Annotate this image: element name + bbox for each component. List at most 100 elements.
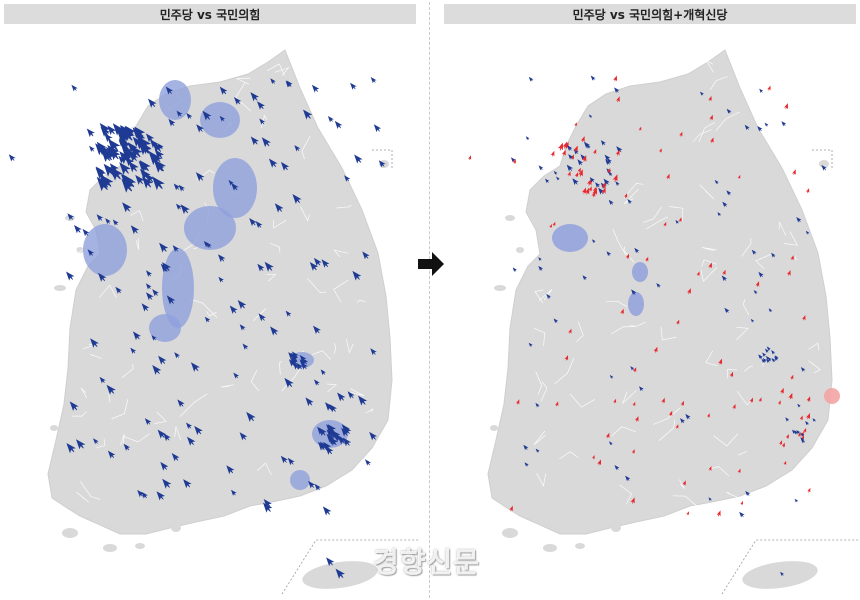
- arrow-icon: [608, 199, 614, 206]
- district-border: [365, 408, 374, 414]
- arrow-icon: [239, 432, 248, 441]
- arrow-icon: [163, 433, 171, 442]
- district-border: [710, 76, 728, 91]
- arrow-icon: [107, 450, 116, 459]
- land: [487, 49, 833, 589]
- arrow-icon: [127, 142, 136, 152]
- arrow-icon: [335, 568, 345, 579]
- arrow-icon: [145, 283, 152, 290]
- arrow-icon: [98, 144, 109, 156]
- arrow-icon: [119, 162, 131, 175]
- district-border: [250, 369, 260, 392]
- arrow-layer: [8, 77, 386, 579]
- arrow-icon: [327, 116, 334, 123]
- district-border: [74, 157, 84, 162]
- district-highlight: [83, 224, 127, 276]
- arrow-icon: [582, 275, 588, 281]
- arrow-icon: [149, 139, 159, 149]
- district-highlight: [159, 80, 191, 120]
- arrow-icon: [625, 253, 630, 259]
- arrow-icon: [105, 218, 111, 225]
- arrow-icon: [96, 214, 104, 222]
- arrow-icon: [257, 263, 265, 272]
- arrow-icon: [567, 145, 573, 152]
- arrow-icon: [137, 489, 145, 498]
- district-border: [814, 447, 827, 465]
- arrow-icon: [706, 413, 710, 418]
- arrow-icon: [668, 410, 673, 417]
- arrow-icon: [768, 308, 773, 313]
- district-border: [596, 76, 612, 90]
- district-border: [333, 342, 337, 354]
- arrow-icon: [781, 121, 787, 127]
- arrow-icon: [352, 270, 362, 281]
- panel-left: 민주당 vs 국민의힘: [0, 0, 420, 600]
- arrow-icon: [724, 307, 730, 314]
- arrow-icon: [603, 178, 610, 186]
- arrow-icon: [758, 271, 764, 278]
- arrow-icon: [666, 173, 670, 180]
- district-border: [739, 72, 751, 87]
- arrow-icon: [145, 133, 155, 143]
- arrow-icon: [119, 151, 132, 164]
- arrow-icon: [176, 203, 182, 210]
- arrow-icon: [257, 101, 265, 110]
- arrow-icon: [326, 557, 335, 567]
- district-border: [311, 350, 331, 360]
- arrow-icon: [578, 169, 583, 177]
- arrow-icon: [157, 143, 164, 150]
- arrow-icon: [263, 502, 273, 513]
- district-border: [315, 69, 330, 86]
- arrow-icon: [750, 318, 755, 323]
- arrow-icon: [370, 348, 377, 356]
- arrow-icon: [194, 425, 203, 436]
- arrow-icon: [794, 498, 799, 503]
- arrow-icon: [358, 395, 368, 406]
- arrow-icon: [524, 462, 529, 467]
- arrow-icon: [538, 165, 544, 171]
- arrow-icon: [280, 455, 288, 464]
- arrow-icon: [794, 430, 799, 435]
- district-border: [576, 321, 584, 343]
- arrow-icon: [512, 158, 516, 164]
- arrow-icon: [66, 271, 75, 281]
- arrow-icon: [627, 199, 632, 204]
- arrow-icon: [784, 103, 788, 110]
- inset-frame: [281, 539, 420, 595]
- arrow-icon: [525, 136, 530, 141]
- panel-right: 민주당 vs 국민의힘+개혁신당: [440, 0, 860, 600]
- district-border: [326, 383, 337, 393]
- district-border: [370, 161, 381, 174]
- arrow-icon: [132, 136, 143, 147]
- arrow-icon: [249, 218, 257, 227]
- arrow-icon: [87, 249, 95, 257]
- arrow-icon: [294, 145, 301, 152]
- arrow-icon: [117, 132, 130, 146]
- arrow-icon: [604, 154, 611, 161]
- district-border: [646, 216, 668, 230]
- arrow-icon: [86, 128, 95, 138]
- arrow-icon: [320, 441, 329, 451]
- inset-frame: [812, 149, 833, 168]
- arrow-icon: [796, 430, 801, 435]
- arrow-icon: [176, 110, 183, 117]
- arrow-icon: [609, 441, 613, 446]
- arrow-icon: [796, 217, 802, 223]
- arrow-icon: [174, 352, 180, 359]
- arrow-icon: [777, 400, 781, 405]
- arrow-icon: [162, 478, 172, 489]
- district-border: [743, 365, 754, 372]
- arrow-icon: [805, 413, 810, 420]
- arrow-icon: [326, 429, 335, 438]
- arrow-icon: [347, 391, 355, 399]
- arrow-icon: [556, 176, 560, 181]
- district-border: [154, 411, 167, 424]
- district-border: [336, 204, 352, 209]
- arrow-icon: [121, 144, 133, 157]
- district-border: [256, 462, 272, 476]
- arrow-icon: [638, 126, 642, 131]
- arrow-icon: [717, 212, 722, 217]
- arrow-icon: [183, 479, 192, 489]
- arrow-icon: [515, 399, 520, 405]
- arrow-icon: [726, 190, 732, 196]
